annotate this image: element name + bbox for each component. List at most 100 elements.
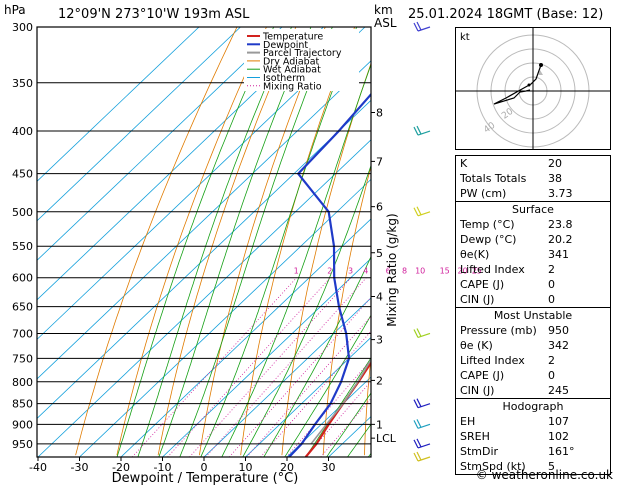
isotherm-line [286,376,371,457]
row-label: CIN (J) [460,293,495,306]
mixing-ratio-line [167,277,331,457]
pressure-tick-label: 950 [12,438,33,451]
row-label: CIN (J) [460,384,495,397]
wind-barb-flag [413,126,419,136]
pressure-tick-label: 350 [12,77,33,90]
km-tick-label: 6 [376,201,383,214]
wet-adiabat-line [242,164,371,457]
hodograph-title: Hodograph [502,400,564,413]
row-label: K [460,157,468,170]
row-value: 341 [548,248,569,261]
isotherm-line [37,27,200,182]
row-label: CAPE (J) [460,278,505,291]
wind-barb-flag [413,207,419,217]
mixing-ratio-label: 20 [458,267,468,276]
wind-barb-flag [413,22,419,32]
x-tick-label: 0 [201,461,208,474]
table-row: Totals Totals 38 [456,171,610,186]
dry-adiabat-line [199,27,326,456]
row-value: 38 [548,172,562,185]
table-row: K 20 [456,156,610,171]
dry-adiabat-line [281,62,371,456]
table-row: CIN (J) 0 [456,292,610,307]
wind-barb-flag [416,398,422,407]
wet-adiabat-line [200,27,358,457]
surface-section: Surface Temp (°C) 23.8 Dewp (°C) 20.2 θe(K) 3… [455,202,611,308]
row-value: 23.8 [548,218,573,231]
dry-adiabat-line [75,27,238,456]
wet-adiabat-line [158,27,312,457]
wind-barb-flag [416,438,422,448]
hodograph-section: Hodograph EH 107 SREH 102 StmDir 161° StmSpd (… [455,399,611,475]
km-label: km [374,3,393,17]
mixing-ratio-axis-label: Mixing Ratio (g/kg) [385,213,399,326]
table-row: EH 107 [456,414,610,429]
table-row: CIN (J) 245 [456,383,610,398]
isotherm-line [37,60,371,380]
km-tick-label: 3 [376,334,383,347]
site-credit: © weatheronline.co.uk [476,468,613,482]
wind-barb-flag [416,21,422,31]
row-value: 0 [548,293,555,306]
wind-barb-flag [416,451,422,461]
hodograph: kt 20 40 [455,27,611,150]
wind-barb-flag [416,125,422,135]
dry-adiabat-line [240,27,356,456]
km-tick-label: 5 [376,247,383,260]
row-value: 20.2 [548,233,573,246]
mixing-ratio-label: 2 [327,267,332,276]
site-name: weatheronline.co.uk [491,468,613,482]
wind-barb [417,332,431,339]
row-value: 0 [548,278,555,291]
x-tick-label: -30 [71,461,89,474]
wind-barb [417,26,431,32]
km-tick-label: 7 [376,155,383,168]
mixing-ratio-label: 1 [294,267,299,276]
mixing-ratio-label: 15 [440,267,450,276]
row-value: 102 [548,430,569,443]
table-row: Lifted Index 2 [456,353,610,368]
table-row: StmSpd (kt) 5 [456,459,610,474]
row-value: 0 [548,369,555,382]
wet-adiabat-line [137,27,292,457]
row-value: 950 [548,324,569,337]
row-value: 245 [548,384,569,397]
row-label: θe(K) [460,248,490,261]
table-row: Pressure (mb) 950 [456,323,610,338]
wet-adiabat-line [116,27,275,457]
hodograph-ring-label-40: 40 [482,121,497,136]
row-label: StmSpd (kt) [460,460,526,473]
km-tick-label: LCL [376,432,397,445]
wind-barb-flag [416,206,422,216]
row-label: θe (K) [460,339,493,352]
legend-label: Dry Adiabat [263,56,320,67]
isotherm-line [37,139,371,457]
most-unstable-section: Most Unstable Pressure (mb) 950 θe (K) 342 L… [455,308,611,399]
wind-barb [417,456,431,462]
km-tick-label: 4 [376,290,383,303]
x-axis-label: Dewpoint / Temperature (°C) [112,471,299,486]
dry-adiabat-line [322,165,371,456]
legend-label: Isotherm [263,73,305,84]
row-value: 107 [548,415,569,428]
dry-adiabat-line [157,27,297,456]
wet-adiabat-line [179,27,333,457]
row-label: CAPE (J) [460,369,505,382]
x-tick-label: -10 [154,461,172,474]
row-label: PW (cm) [460,187,507,200]
pressure-tick-label: 800 [12,376,33,389]
table-row: PW (cm) 3.73 [456,186,610,201]
datetime-title: 25.01.2024 18GMT (Base: 12) [408,7,604,22]
row-label: StmDir [460,445,499,458]
row-value: 342 [548,339,569,352]
dry-adiabat-line [364,353,371,456]
row-value: 20 [548,157,562,170]
pressure-tick-label: 600 [12,272,33,285]
row-label: Dewp (°C) [460,233,517,246]
isotherm-line [37,27,241,222]
mixing-ratio-line [320,397,371,457]
table-row: SREH 102 [456,429,610,444]
mixing-ratio-line [205,277,367,457]
mixing-ratio-label: 10 [415,267,425,276]
